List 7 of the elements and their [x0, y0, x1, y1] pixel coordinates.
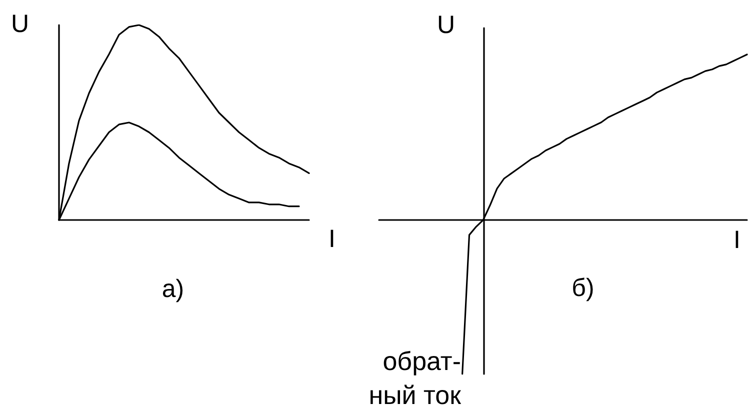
y-axis-title: U — [10, 10, 30, 38]
x-axis-title: I — [734, 226, 740, 254]
x-axis-title: I — [328, 225, 336, 253]
y-axis-title: U — [436, 11, 456, 39]
annotation: обрат- ный ток — [368, 346, 462, 408]
text: б) — [572, 274, 594, 302]
text: а) — [162, 275, 184, 303]
